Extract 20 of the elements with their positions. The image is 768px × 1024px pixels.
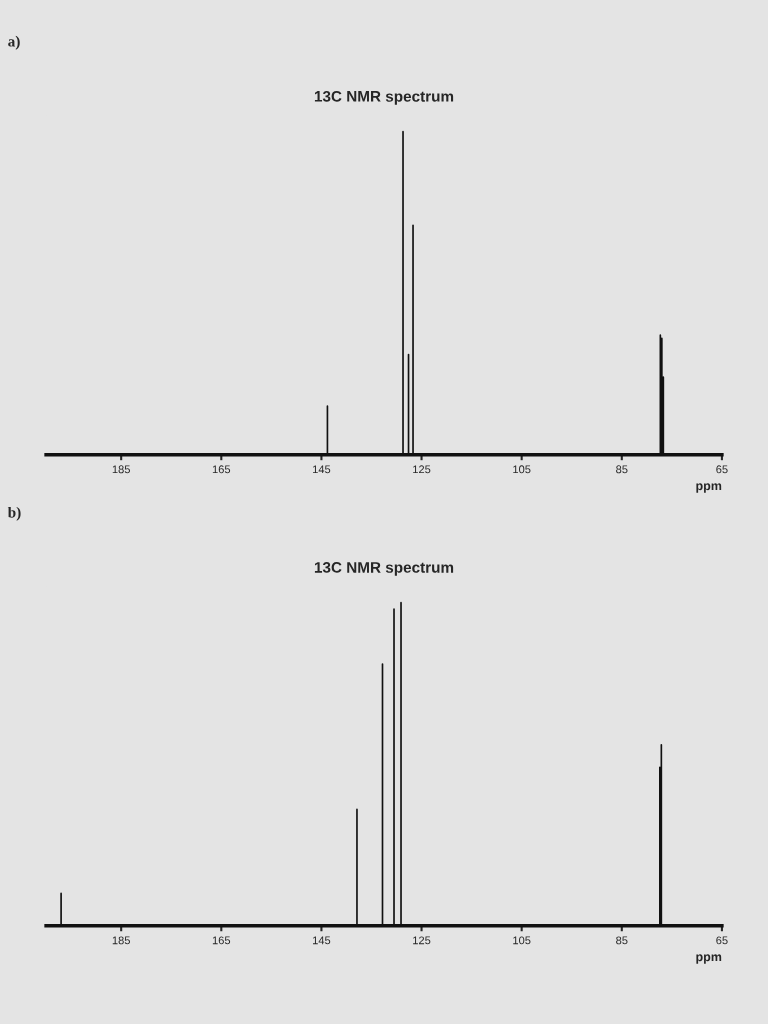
x-axis-title: ppm — [696, 483, 722, 493]
x-tick-label: 165 — [212, 465, 231, 474]
x-tick-label: 65 — [716, 465, 728, 474]
x-tick-label: 185 — [112, 465, 130, 474]
x-tick-label: 165 — [212, 936, 231, 945]
x-tick-label: 85 — [616, 465, 628, 474]
x-tick-label: 105 — [513, 465, 531, 474]
x-tick-label: 125 — [413, 936, 431, 945]
text: a) — [8, 35, 20, 50]
x-tick-label: 65 — [716, 936, 728, 945]
chart-title: 13C NMR spectrum — [314, 90, 454, 105]
x-tick-label: 185 — [112, 936, 130, 945]
x-tick-label: 105 — [513, 936, 531, 945]
text: b) — [7, 506, 21, 521]
x-tick-label: 145 — [313, 465, 331, 474]
x-tick-label: 145 — [313, 936, 331, 945]
x-axis-title: ppm — [696, 954, 722, 964]
x-tick-label: 125 — [413, 465, 431, 474]
x-tick-label: 85 — [616, 936, 628, 945]
chart-title: 13C NMR spectrum — [314, 561, 454, 576]
